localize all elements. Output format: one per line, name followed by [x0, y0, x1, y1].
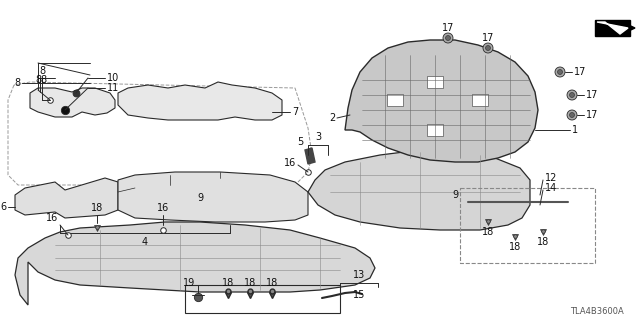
Text: 18: 18	[222, 278, 234, 288]
Text: 17: 17	[442, 23, 454, 33]
Text: 18: 18	[244, 278, 256, 288]
Polygon shape	[595, 20, 630, 36]
Text: 13: 13	[353, 270, 365, 280]
Text: 17: 17	[574, 67, 586, 77]
Circle shape	[570, 92, 575, 98]
Polygon shape	[345, 40, 538, 162]
Polygon shape	[30, 88, 115, 117]
Circle shape	[557, 69, 563, 75]
Bar	[460, 188, 595, 263]
Polygon shape	[597, 22, 628, 34]
Polygon shape	[118, 172, 308, 222]
Polygon shape	[15, 222, 375, 305]
Text: 17: 17	[586, 90, 598, 100]
Text: 11: 11	[107, 83, 119, 93]
Text: 16: 16	[157, 203, 169, 213]
Circle shape	[486, 45, 490, 51]
Bar	[387, 94, 403, 106]
Text: 18: 18	[482, 227, 494, 237]
Polygon shape	[600, 21, 635, 35]
Text: 17: 17	[482, 33, 494, 43]
Text: 1: 1	[572, 125, 578, 135]
Text: 8: 8	[14, 78, 20, 88]
Text: 12: 12	[545, 173, 557, 183]
Text: 18: 18	[266, 278, 278, 288]
Text: 18: 18	[537, 237, 549, 247]
Text: 9: 9	[197, 193, 203, 203]
Text: 9: 9	[452, 190, 458, 200]
Circle shape	[567, 110, 577, 120]
Text: 16: 16	[45, 213, 58, 223]
Text: 19: 19	[183, 278, 195, 288]
Text: 7: 7	[292, 107, 298, 117]
Bar	[427, 124, 443, 136]
Bar	[185, 285, 340, 313]
Circle shape	[570, 113, 575, 117]
Text: 6: 6	[0, 202, 6, 212]
Text: 5: 5	[297, 137, 303, 147]
Text: FR.: FR.	[595, 21, 618, 35]
Text: 8: 8	[35, 75, 41, 85]
Circle shape	[443, 33, 453, 43]
Text: 2: 2	[329, 113, 335, 123]
Text: 10: 10	[107, 73, 119, 83]
Polygon shape	[305, 148, 315, 164]
Circle shape	[483, 43, 493, 53]
Text: TLA4B3600A: TLA4B3600A	[570, 308, 624, 316]
Bar	[472, 94, 488, 106]
Text: 17: 17	[586, 110, 598, 120]
Text: 8: 8	[39, 66, 45, 76]
Text: 18: 18	[91, 203, 103, 213]
Text: 16: 16	[284, 158, 296, 168]
Bar	[427, 76, 443, 88]
Text: FR.: FR.	[598, 24, 618, 34]
Circle shape	[567, 90, 577, 100]
Text: 18: 18	[509, 242, 521, 252]
Polygon shape	[308, 150, 530, 230]
Text: 3: 3	[315, 132, 321, 142]
Circle shape	[445, 36, 451, 41]
Text: 15: 15	[353, 290, 365, 300]
Circle shape	[555, 67, 565, 77]
Text: 4: 4	[142, 237, 148, 247]
Polygon shape	[118, 82, 282, 120]
Text: 14: 14	[545, 183, 557, 193]
Polygon shape	[15, 178, 118, 218]
Text: 8: 8	[40, 75, 46, 85]
